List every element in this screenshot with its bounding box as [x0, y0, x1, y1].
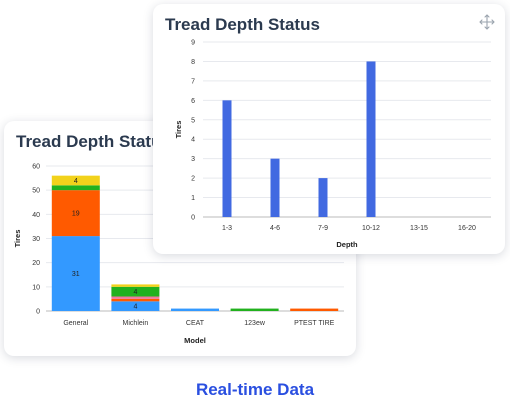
move-arrows-icon[interactable]: [479, 14, 495, 30]
x-tick-label: CEAT: [186, 320, 205, 327]
card-title: Tread Depth Status: [165, 15, 320, 34]
stack-segment-General: [51, 185, 100, 191]
bar-4-6: [270, 158, 280, 217]
y-tick-label: 4: [191, 137, 195, 144]
x-tick-label: 7-9: [318, 225, 328, 232]
y-tick-label: 1: [191, 195, 195, 202]
x-tick-label: 1-3: [222, 225, 232, 232]
x-tick-label: General: [63, 320, 88, 327]
stack-segment-General: [51, 190, 100, 237]
x-tick-label: PTEST TIRE: [294, 320, 335, 327]
y-tick-label: 10: [32, 284, 40, 291]
caption-real-time-data: Real-time Data: [195, 380, 315, 399]
depth-bar-chart: 0 1 2 3 4 5 6 7 8 9 1-3 4-6 7-9 10-12 13-15 16-20 Depth T…: [174, 40, 491, 249]
stack-segment-PTEST TIRE: [290, 308, 339, 311]
bar-7-9: [318, 178, 328, 217]
card-title: Tread Depth Status: [16, 132, 171, 151]
stack-segment-General: [51, 236, 100, 311]
y-tick-label: 7: [191, 78, 195, 85]
y-tick-label: 20: [32, 260, 40, 267]
y-tick-label: 30: [32, 236, 40, 243]
y-tick-label: 50: [32, 188, 40, 195]
data-label: 19: [72, 211, 80, 218]
y-axis-label: Tires: [174, 121, 183, 139]
data-label: 4: [74, 178, 78, 185]
stack-segment-Michlein: [111, 284, 160, 287]
y-tick-label: 40: [32, 212, 40, 219]
stack-segment-CEAT: [171, 308, 219, 311]
data-label: 4: [133, 304, 137, 311]
x-axis-label: Model: [184, 336, 206, 345]
bar-10-12: [366, 61, 376, 217]
y-tick-label: 2: [191, 176, 195, 183]
x-tick-label: 10-12: [362, 225, 380, 232]
x-tick-label: 13-15: [410, 225, 428, 232]
stack-segment-General: [51, 175, 100, 186]
x-tick-label: 123ew: [244, 320, 266, 327]
stack-segment-Michlein: [111, 296, 160, 299]
y-tick-label: 5: [191, 117, 195, 124]
stack-segment-Michlein: [111, 301, 160, 311]
y-tick-label: 6: [191, 98, 195, 105]
data-label: 31: [72, 271, 80, 278]
y-tick-label: 3: [191, 156, 195, 163]
stack-segment-123ew: [230, 308, 279, 311]
y-tick-label: 9: [191, 40, 195, 47]
stack-segment-Michlein: [111, 286, 160, 297]
y-tick-label: 8: [191, 59, 195, 66]
chart-card-by-depth: Tread Depth Status 0 1 2 3 4 5 6 7 8 9 1-3 4-6 7-9 10…: [153, 4, 505, 254]
y-tick-label: 0: [36, 309, 40, 316]
y-tick-label: 0: [191, 215, 195, 222]
x-tick-label: 16-20: [458, 225, 476, 232]
y-axis-label: Tires: [13, 230, 22, 248]
x-tick-label: 4-6: [270, 225, 280, 232]
stack-segment-Michlein: [111, 298, 160, 302]
data-label: 4: [133, 289, 137, 296]
x-axis-label: Depth: [336, 240, 358, 249]
bar-1-3: [222, 100, 232, 217]
y-tick-label: 60: [32, 164, 40, 171]
x-tick-label: Michlein: [123, 320, 149, 327]
